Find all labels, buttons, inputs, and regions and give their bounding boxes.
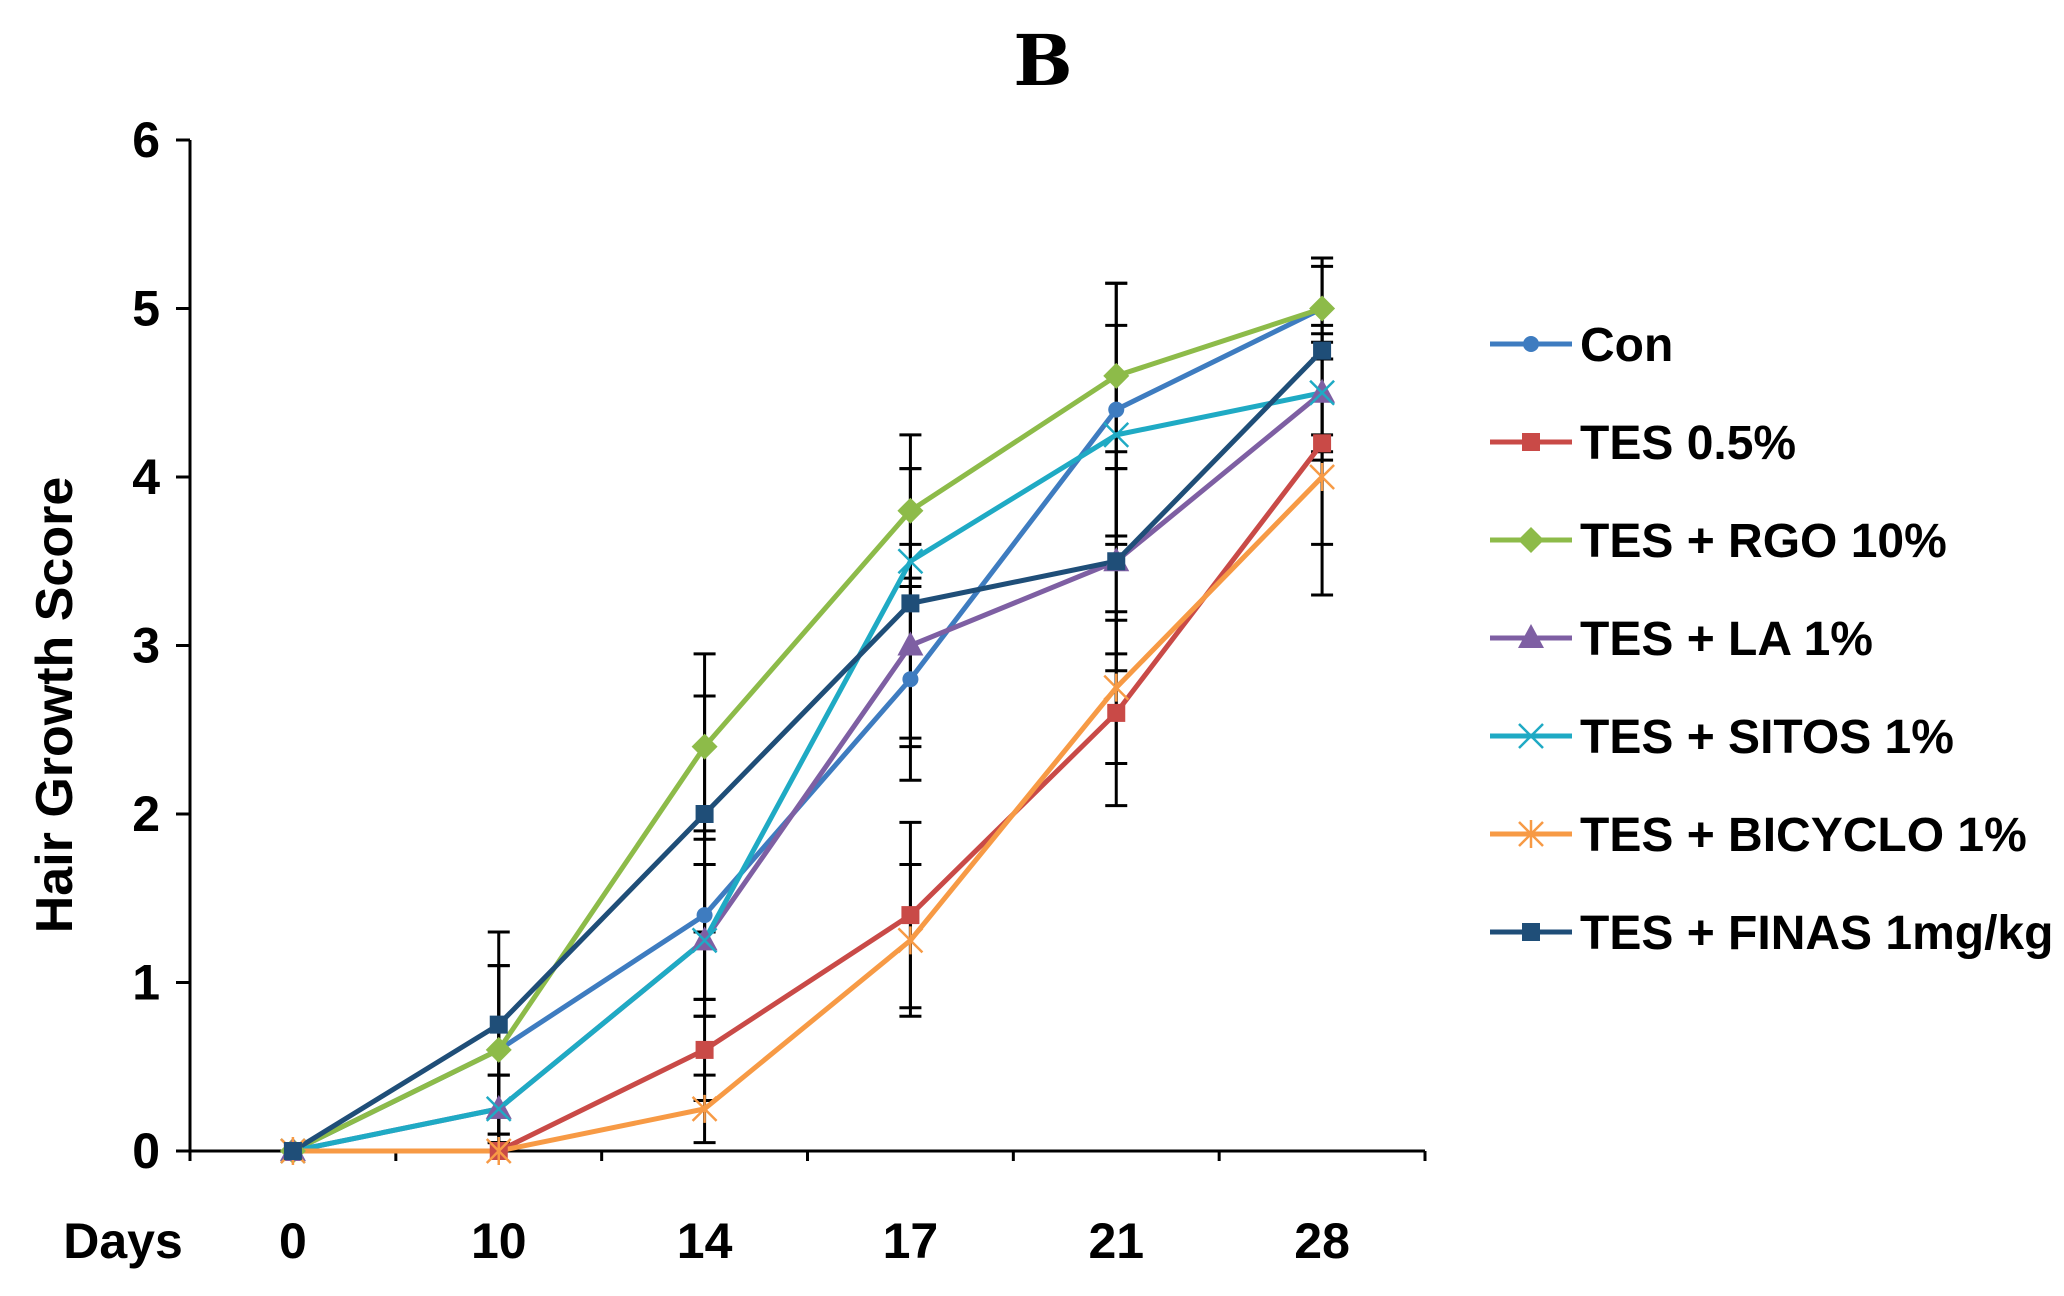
data-point: [695, 1040, 714, 1059]
legend-label: TES + LA 1%: [1580, 613, 1873, 666]
x-axis-title: Days: [63, 1213, 183, 1269]
x-tick-label: 10: [471, 1213, 527, 1269]
x-tick-label: 14: [677, 1213, 733, 1269]
data-point: [897, 926, 924, 955]
legend-swatch-marker: [1518, 723, 1544, 749]
legend-swatch-marker: [1518, 820, 1544, 848]
error-bars: [487, 256, 1334, 1145]
data-point: [489, 1015, 508, 1034]
data-point: [1309, 379, 1335, 406]
data-point: [1309, 378, 1336, 403]
legend-label: TES + FINAS 1mg/kg: [1580, 907, 2053, 960]
chart-title: B: [1013, 19, 1072, 102]
data-point: [1103, 362, 1130, 389]
data-point: [1108, 401, 1125, 418]
x-tick-label: 17: [883, 1213, 939, 1269]
data-point: [1107, 703, 1126, 722]
y-tick-label: 2: [132, 786, 160, 842]
data-point: [485, 1137, 512, 1165]
series-line: [291, 306, 1323, 1154]
axes: 0 1 2 3 4 5 6 0 10 14 17 21 28: [132, 112, 1427, 1269]
data-point: [901, 906, 920, 925]
data-point: [901, 594, 920, 613]
series-line: [292, 390, 1323, 1154]
data-point: [1107, 552, 1126, 571]
data-point: [695, 805, 714, 823]
data-point: [1313, 341, 1332, 360]
legend-label: TES + BICYCLO 1%: [1580, 809, 2027, 862]
legend-swatch-marker: [1518, 624, 1544, 648]
y-tick-label: 0: [132, 1123, 160, 1179]
data-point: [897, 631, 924, 656]
data-point: [1309, 463, 1335, 491]
x-tick-label: 28: [1294, 1213, 1350, 1269]
y-axis-title: Hair Growth Score: [26, 477, 84, 934]
legend-swatch-marker: [1522, 433, 1540, 451]
data-point: [696, 907, 713, 924]
legend-label: Con: [1580, 319, 1673, 372]
data-point: [1309, 295, 1336, 322]
data-point: [691, 1094, 718, 1123]
y-tick-label: 1: [132, 955, 160, 1011]
data-point: [485, 1094, 512, 1119]
data-point: [283, 1142, 302, 1160]
y-tick-label: 3: [132, 618, 160, 674]
series-markers: [279, 295, 1336, 1165]
x-tick-label: 21: [1088, 1213, 1144, 1269]
data-point: [1103, 421, 1130, 448]
data-point: [1103, 673, 1130, 702]
legend-label: TES 0.5%: [1580, 417, 1796, 470]
y-tick-label: 5: [132, 281, 160, 337]
legend: Con TES 0.5% TES + RGO 10% TES + LA 1% TES +…: [1490, 319, 2053, 960]
x-tick-label: 0: [279, 1213, 307, 1269]
legend-label: TES + SITOS 1%: [1580, 711, 1954, 764]
legend-label: TES + RGO 10%: [1580, 515, 1947, 568]
legend-swatch-marker: [1518, 527, 1544, 553]
data-point: [897, 497, 924, 524]
data-point: [897, 548, 924, 575]
series-line: [291, 348, 1324, 1154]
data-point: [902, 671, 919, 688]
legend-swatch-marker: [1523, 336, 1539, 352]
series-line: [292, 475, 1324, 1154]
data-point: [485, 1095, 512, 1122]
data-point: [691, 733, 718, 760]
data-point: [1313, 434, 1332, 453]
series-lines: [291, 306, 1325, 1154]
y-tick-label: 4: [132, 449, 160, 505]
data-point: [485, 1036, 512, 1063]
legend-swatch-marker: [1522, 923, 1540, 941]
y-tick-label: 6: [132, 112, 160, 168]
data-point: [691, 926, 718, 951]
data-point: [691, 927, 718, 954]
